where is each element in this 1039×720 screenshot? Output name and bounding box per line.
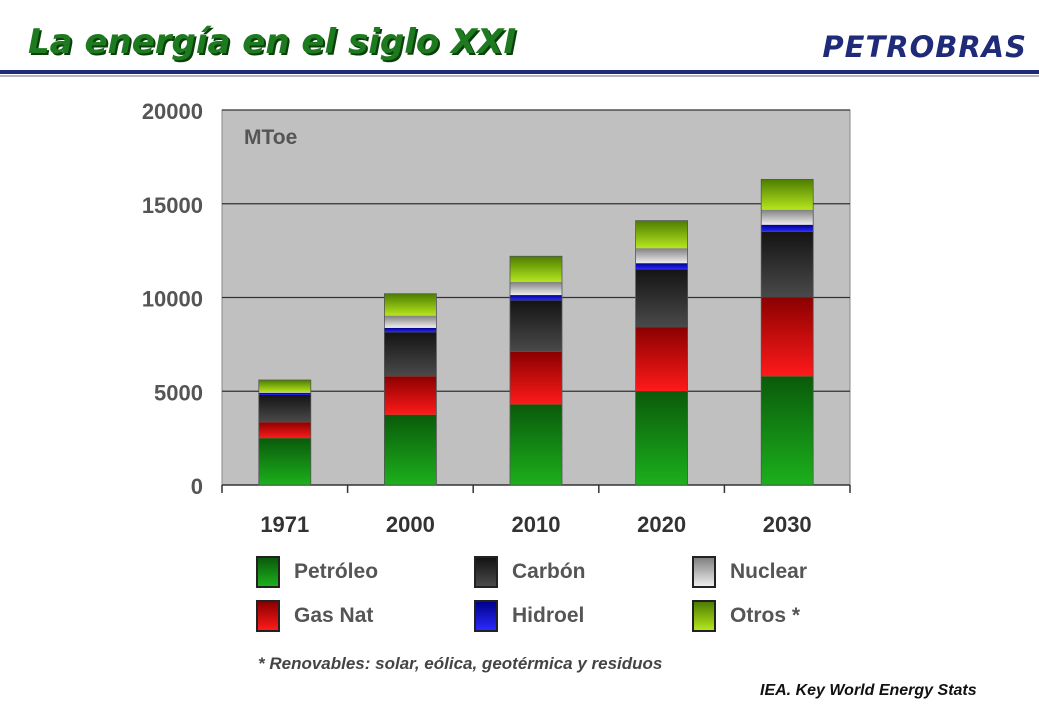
x-tick-label: 2000 bbox=[386, 512, 435, 537]
bar-carb-n-2030 bbox=[761, 231, 814, 298]
bar-hidroel-2000 bbox=[384, 327, 437, 333]
bar-petr-leo-2020 bbox=[635, 391, 688, 485]
bar-hidroel-2020 bbox=[635, 263, 688, 270]
bar-hidroel-2030 bbox=[761, 224, 814, 232]
y-tick-label: 5000 bbox=[154, 380, 203, 405]
legend-label: Petróleo bbox=[294, 560, 379, 583]
bar-outline-1971 bbox=[258, 379, 312, 486]
x-tick-label: 2010 bbox=[512, 512, 561, 537]
x-tick-label: 2020 bbox=[637, 512, 686, 537]
bar-nuclear-1971 bbox=[258, 392, 311, 393]
legend-swatch bbox=[474, 600, 498, 632]
y-tick-label: 10000 bbox=[142, 287, 203, 312]
bar-carb-n-2020 bbox=[635, 269, 688, 328]
legend-label: Nuclear bbox=[730, 560, 808, 583]
page-title: La energía en el siglo XXI bbox=[28, 22, 517, 62]
legend-item-gas-nat: Gas Nat bbox=[256, 600, 373, 632]
bar-carb-n-2000 bbox=[384, 332, 437, 377]
bar-otros-1971 bbox=[258, 380, 311, 393]
legend-item-nuclear: Nuclear bbox=[692, 556, 807, 588]
header-divider bbox=[0, 70, 1039, 74]
bar-outline-2030 bbox=[760, 178, 814, 486]
x-tick-label: 1971 bbox=[260, 512, 309, 537]
y-tick-label: 15000 bbox=[142, 193, 203, 218]
bar-gas-nat-2010 bbox=[510, 351, 562, 405]
source-note: IEA. Key World Energy Stats bbox=[760, 682, 977, 699]
bar-petr-leo-2030 bbox=[761, 376, 814, 485]
header-divider-shadow bbox=[0, 75, 1039, 77]
footnote: * Renovables: solar, eólica, geotérmica … bbox=[258, 654, 663, 673]
bar-outline-2010 bbox=[509, 255, 563, 486]
bar-outline-2020 bbox=[635, 220, 688, 486]
bar-nuclear-2010 bbox=[510, 281, 562, 296]
y-tick-label: 20000 bbox=[142, 99, 203, 124]
bar-hidroel-1971 bbox=[258, 392, 311, 395]
bar-otros-2000 bbox=[384, 293, 437, 316]
legend-item-carb-n: Carbón bbox=[474, 556, 586, 588]
legend-label: Carbón bbox=[512, 560, 586, 583]
bar-petr-leo-2000 bbox=[384, 414, 437, 485]
x-tick-label: 2030 bbox=[763, 512, 812, 537]
bar-otros-2010 bbox=[510, 256, 562, 282]
bar-outline-2000 bbox=[383, 293, 437, 486]
bar-petr-leo-2010 bbox=[510, 404, 562, 485]
legend-label: Gas Nat bbox=[294, 604, 374, 627]
legend-swatch bbox=[474, 556, 498, 588]
legend-item-otros: Otros * bbox=[692, 600, 800, 632]
legend-swatch bbox=[692, 556, 716, 588]
bar-gas-nat-1971 bbox=[258, 422, 311, 439]
y-tick-label: 0 bbox=[191, 474, 203, 499]
bar-nuclear-2020 bbox=[635, 248, 688, 264]
unit-label: MToe bbox=[244, 126, 297, 149]
bar-gas-nat-2000 bbox=[384, 376, 437, 415]
bar-carb-n-2010 bbox=[510, 300, 562, 352]
legend-label: Otros * bbox=[730, 604, 801, 627]
brand-logo: PETROBRAS bbox=[822, 30, 1027, 64]
bar-petr-leo-1971 bbox=[258, 438, 311, 485]
bar-gas-nat-2030 bbox=[761, 297, 814, 377]
legend-item-hidroel: Hidroel bbox=[474, 600, 584, 632]
bar-nuclear-2000 bbox=[384, 315, 437, 328]
legend-swatch bbox=[692, 600, 716, 632]
legend-swatch bbox=[256, 600, 280, 632]
bar-otros-2030 bbox=[761, 179, 814, 210]
bar-carb-n-1971 bbox=[258, 395, 311, 423]
legend-item-petr-leo: Petróleo bbox=[256, 556, 378, 588]
bar-otros-2020 bbox=[635, 220, 688, 249]
legend-label: Hidroel bbox=[512, 604, 585, 627]
legend-swatch bbox=[256, 556, 280, 588]
bar-nuclear-2030 bbox=[761, 209, 814, 225]
bar-hidroel-2010 bbox=[510, 295, 562, 301]
bar-gas-nat-2020 bbox=[635, 327, 688, 392]
